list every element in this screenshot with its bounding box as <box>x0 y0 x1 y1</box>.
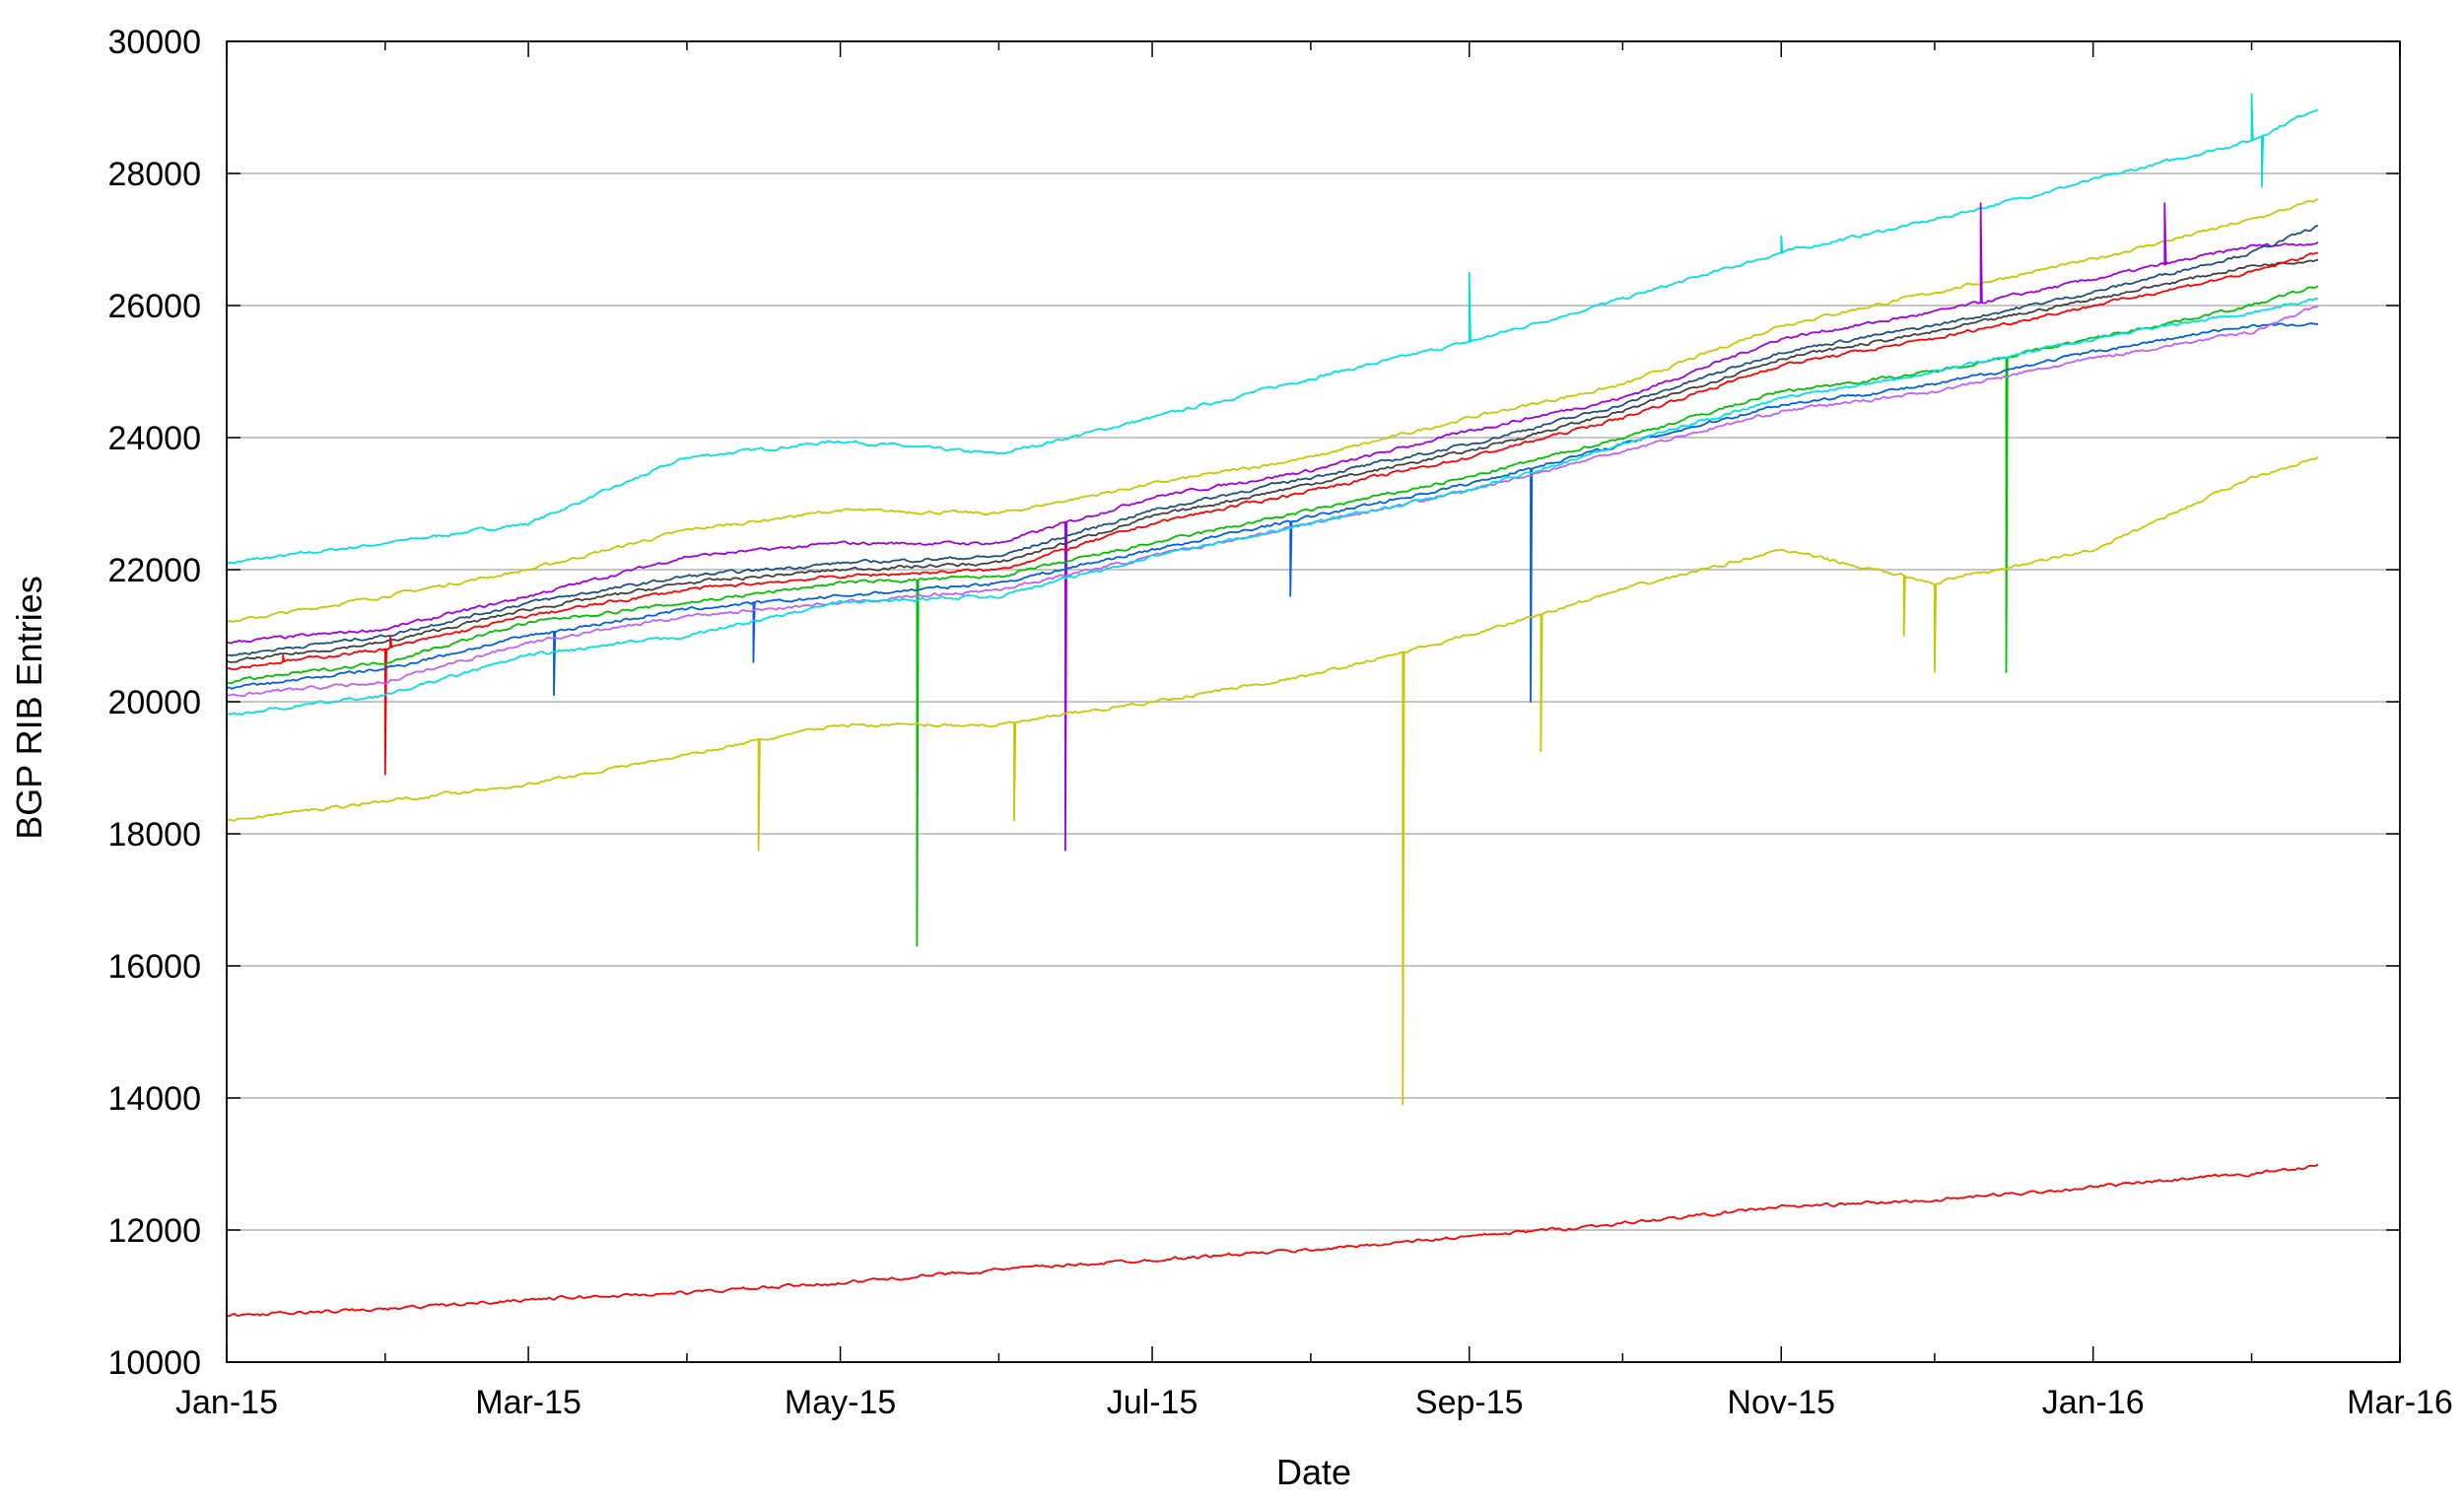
x-tick-label: Jul-15 <box>1107 1384 1198 1421</box>
series-line-9 <box>226 306 2319 697</box>
x-tick-label: Jan-15 <box>175 1384 278 1421</box>
gridlines <box>227 40 2400 1363</box>
y-tick-label: 22000 <box>107 552 201 589</box>
x-axis-ticks: Jan-15 Mar-15 May-15 Jul-15 Sep-15 Nov-15 Jan-… <box>175 41 2453 1421</box>
series-line-4 <box>226 224 2319 657</box>
y-tick-label: 14000 <box>107 1080 201 1118</box>
y-tick-label: 10000 <box>107 1344 201 1382</box>
x-tick-label: Mar-16 <box>2347 1384 2453 1421</box>
y-tick-label: 18000 <box>107 816 201 854</box>
series-line-2 <box>226 198 2319 624</box>
y-tick-label: 30000 <box>107 24 201 61</box>
x-tick-label: May-15 <box>785 1384 896 1421</box>
series-line-6 <box>226 251 2319 776</box>
y-axis-ticks: 10000 12000 14000 16000 18000 20000 22000 24000… <box>107 24 2400 1382</box>
series-line-1 <box>226 93 2319 566</box>
x-axis-title: Date <box>1276 1452 1351 1492</box>
y-tick-label: 26000 <box>107 288 201 325</box>
y-axis-title: BGP RIB Entries <box>9 576 49 839</box>
series-line-11 <box>226 455 2319 1106</box>
x-tick-label: Sep-15 <box>1415 1384 1524 1421</box>
x-tick-label: Mar-15 <box>475 1384 582 1421</box>
x-tick-label: Nov-15 <box>1727 1384 1835 1421</box>
series-line-12 <box>226 1163 2319 1318</box>
y-tick-label: 24000 <box>107 420 201 457</box>
series-line-8 <box>226 322 2319 703</box>
series-lines <box>226 93 2319 1318</box>
y-tick-label: 28000 <box>107 156 201 193</box>
series-line-10 <box>226 298 2319 716</box>
series-line-5 <box>226 258 2319 663</box>
series-line-7 <box>226 285 2319 947</box>
y-tick-label: 12000 <box>107 1212 201 1250</box>
y-tick-label: 20000 <box>107 684 201 721</box>
y-tick-label: 16000 <box>107 948 201 986</box>
x-tick-label: Jan-16 <box>2042 1384 2145 1421</box>
series-line-3 <box>226 202 2319 852</box>
